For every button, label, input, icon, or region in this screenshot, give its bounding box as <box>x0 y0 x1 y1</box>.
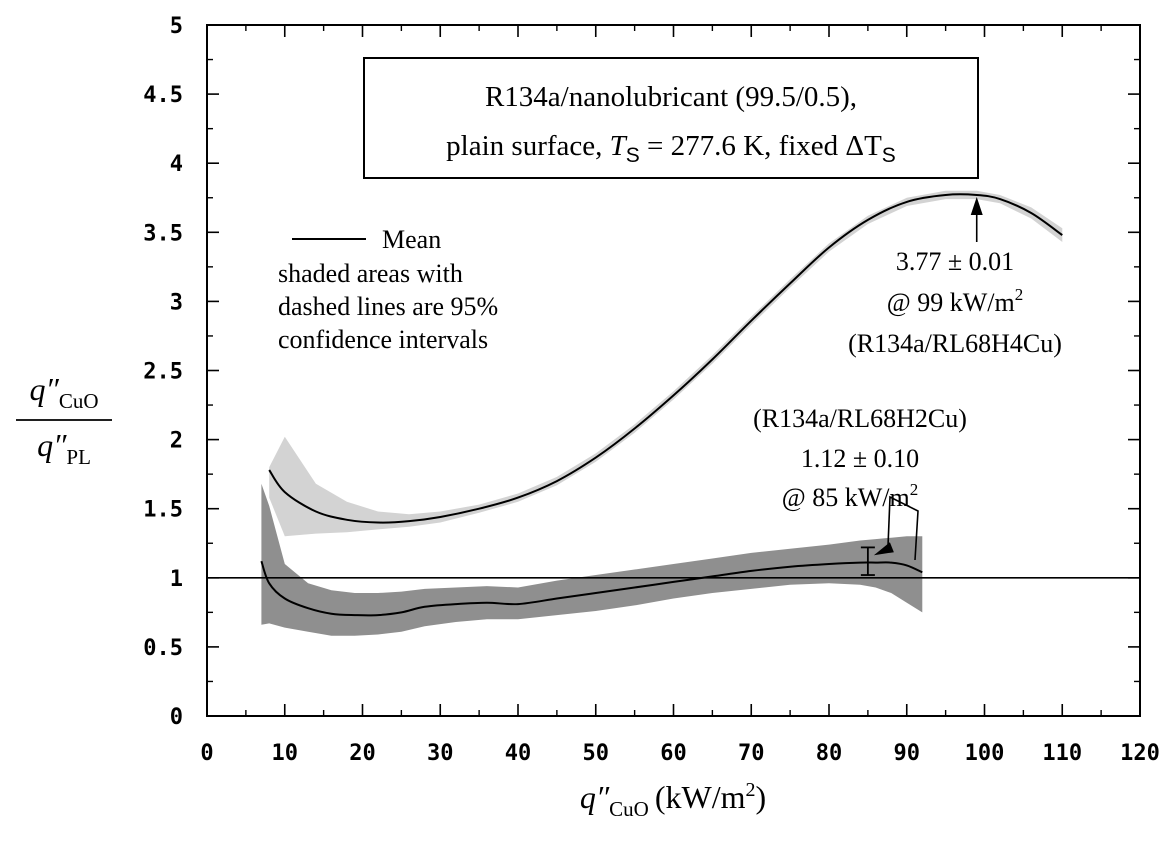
legend-note-line1: shaded areas with <box>278 259 463 288</box>
annotation-arrowhead-h2cu <box>873 542 894 556</box>
confidence-band-h2cu <box>261 483 923 636</box>
x-tick-label: 60 <box>660 741 687 766</box>
x-tick-label: 110 <box>1042 741 1082 766</box>
x-tick-label: 10 <box>272 741 299 766</box>
annotation-h4cu-line2: @ 99 kW/m2 <box>887 285 1023 317</box>
y-tick-label: 0 <box>170 705 183 730</box>
x-tick-label: 90 <box>894 741 921 766</box>
mean-line-h4cu <box>268 193 1063 524</box>
x-tick-label: 0 <box>200 741 213 766</box>
y-tick-label: 3 <box>170 290 183 315</box>
annotation-h2cu-line1: (R134a/RL68H2Cu) <box>753 404 967 433</box>
chart-title-line1: R134a/nanolubricant (99.5/0.5), <box>485 81 857 113</box>
x-tick-label: 100 <box>965 741 1005 766</box>
legend-note-line2: dashed lines are 95% <box>278 292 498 321</box>
title-box <box>363 57 979 179</box>
x-tick-label: 20 <box>349 741 376 766</box>
y-tick-label: 2 <box>170 429 183 454</box>
annotation-leader-h2cu <box>887 495 919 561</box>
y-tick-label: 1 <box>170 567 183 592</box>
x-tick-label: 30 <box>427 741 454 766</box>
y-tick-label: 5 <box>170 14 183 39</box>
x-tick-label: 50 <box>583 741 610 766</box>
y-axis-label-denominator: q″PL <box>37 427 91 469</box>
x-tick-label: 40 <box>505 741 532 766</box>
axis-ticks: 0 10 20 30 40 50 60 70 80 90 100 110 120 0 0.5 1 1.5 2 2.5… <box>143 14 1160 766</box>
annotation-arrowhead-h4cu <box>970 196 983 215</box>
y-tick-label: 1.5 <box>143 498 183 523</box>
annotation-h2cu-line2: 1.12 ± 0.10 <box>801 444 919 473</box>
mean-line-h2cu <box>260 560 923 617</box>
legend-mean-label: Mean <box>382 225 441 254</box>
annotation-h4cu-line1: 3.77 ± 0.01 <box>896 247 1014 276</box>
error-bar-h2cu <box>860 546 875 576</box>
annotation-h4cu-line3: (R134a/RL68H4Cu) <box>848 329 1062 358</box>
y-tick-label: 0.5 <box>143 636 183 661</box>
y-axis-label-numerator: q″CuO <box>29 371 98 413</box>
y-tick-label: 3.5 <box>143 221 183 246</box>
y-tick-label: 2.5 <box>143 360 183 385</box>
y-tick-label: 4.5 <box>143 83 183 108</box>
legend-note-line3: confidence intervals <box>278 325 488 354</box>
annotation-h2cu-line3: @ 85 kW/m2 <box>782 480 918 512</box>
x-tick-label: 80 <box>816 741 843 766</box>
x-tick-label: 70 <box>738 741 765 766</box>
chart-title-line2: plain surface, TS = 277.6 K, fixed ΔTS <box>446 130 896 167</box>
x-axis-label: q″CuO (kW/m2) <box>580 779 766 821</box>
y-tick-label: 4 <box>170 152 183 177</box>
x-tick-label: 120 <box>1120 741 1160 766</box>
